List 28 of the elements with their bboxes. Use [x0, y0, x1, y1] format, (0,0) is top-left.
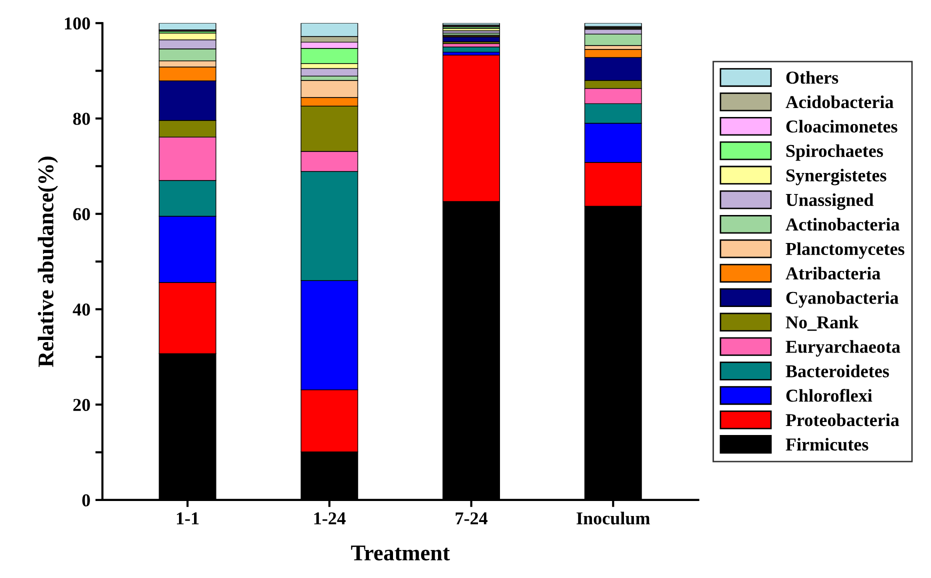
- x-tick-label: Inoculum: [576, 512, 650, 525]
- legend-label: Acidobacteria: [786, 95, 894, 108]
- legend-label: Cloacimonetes: [786, 120, 898, 133]
- y-tick-label: 0: [82, 494, 90, 506]
- legend-label: Spirochaetes: [786, 144, 883, 161]
- x-tick-label: 1-24: [314, 512, 346, 524]
- legend-label: Cyanobacteria: [786, 291, 899, 308]
- y-tick-label: 80: [73, 112, 90, 125]
- legend-label: Others: [786, 71, 838, 84]
- legend-label: Proteobacteria: [786, 414, 900, 426]
- legend-label: Synergistetes: [786, 168, 886, 186]
- legend-label: Planctomycetes: [786, 242, 904, 259]
- legend-label: No_Rank: [786, 316, 859, 331]
- y-tick-label: 20: [73, 398, 90, 412]
- legend-label: Unassigned: [786, 193, 874, 210]
- legend-label: Bacteroidetes: [786, 364, 889, 378]
- legend-label: Actinobacteria: [786, 218, 900, 231]
- legend-label: Firmicutes: [786, 438, 868, 451]
- x-tick-label: 7-24: [456, 512, 488, 524]
- legend-label: Atribacteria: [786, 266, 880, 280]
- legend-label: Euryarchaeota: [786, 340, 900, 357]
- y-tick-label: 60: [73, 208, 90, 220]
- y-axis-title: Relative abudance(%): [38, 156, 58, 368]
- x-tick-label: 1-1: [176, 512, 199, 524]
- y-tick-label: 100: [64, 17, 90, 30]
- legend-label: Chloroflexi: [786, 388, 872, 402]
- y-tick-label: 40: [72, 303, 90, 316]
- x-axis-title: Treatment: [351, 546, 450, 560]
